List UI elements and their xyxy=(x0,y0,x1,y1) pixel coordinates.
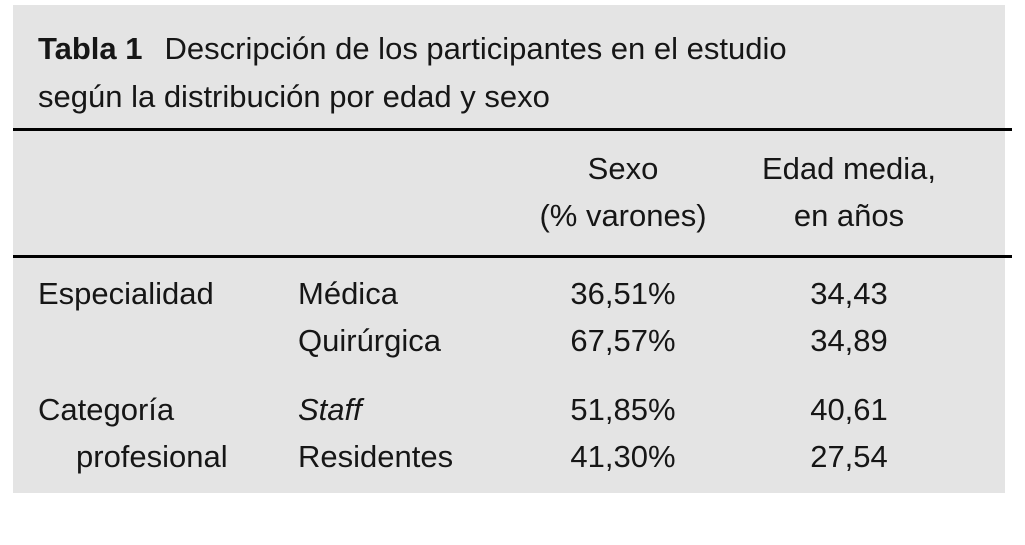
row-edad-cell: 40,61 xyxy=(810,392,888,427)
row-sexo-cell: 41,30% xyxy=(570,439,676,474)
col-header-sexo-line1: Sexo xyxy=(587,151,659,186)
table-body: Especialidad Médica 36,51% 34,43 Quirúrg… xyxy=(13,258,1005,480)
row-sexo-cell: 51,85% xyxy=(570,392,676,427)
row-group-cell: Especialidad xyxy=(38,276,214,311)
row-item-cell: Staff xyxy=(298,392,362,427)
col-header-edad-line2: en años xyxy=(793,198,905,233)
table-row-quirurgica: Quirúrgica 67,57% 34,89 xyxy=(38,317,975,364)
table-caption-label: Tabla 1 xyxy=(38,31,143,66)
row-edad-cell: 34,89 xyxy=(810,323,888,358)
row-edad-cell: 27,54 xyxy=(810,439,888,474)
row-group-cell: Categoría xyxy=(38,392,175,427)
col-header-sexo-line2: (% varones) xyxy=(539,198,707,233)
row-item-cell: Residentes xyxy=(298,439,454,474)
table-1-card: Tabla 1 Descripción de los participantes … xyxy=(13,5,1012,493)
table-row-staff: Categoría Staff 51,85% 40,61 xyxy=(38,386,975,433)
caption-divider-rule xyxy=(13,128,1012,131)
table-row-residentes: profesional Residentes 41,30% 27,54 xyxy=(38,433,975,480)
table-caption-text: Descripción de los participantes en el e… xyxy=(38,31,787,114)
col-header-sexo: Sexo (% varones) xyxy=(523,145,723,239)
col-header-edad-line1: Edad media, xyxy=(761,151,937,186)
row-group-cell xyxy=(38,317,298,364)
row-sexo-cell: 67,57% xyxy=(570,323,676,358)
row-item-cell: Quirúrgica xyxy=(298,323,441,358)
row-edad-cell: 34,43 xyxy=(810,276,888,311)
table-row-medica: Especialidad Médica 36,51% 34,43 xyxy=(38,270,975,317)
table-header-row: Sexo (% varones) Edad media, en años xyxy=(13,131,1005,255)
header-spacer-group xyxy=(38,145,298,239)
table-caption: Tabla 1 Descripción de los participantes … xyxy=(13,5,1005,121)
header-spacer-item xyxy=(298,145,523,239)
row-sexo-cell: 36,51% xyxy=(570,276,676,311)
col-header-edad: Edad media, en años xyxy=(723,145,975,239)
row-group-cell: profesional xyxy=(76,439,228,474)
row-item-cell: Médica xyxy=(298,276,398,311)
header-divider-rule xyxy=(13,255,1012,258)
